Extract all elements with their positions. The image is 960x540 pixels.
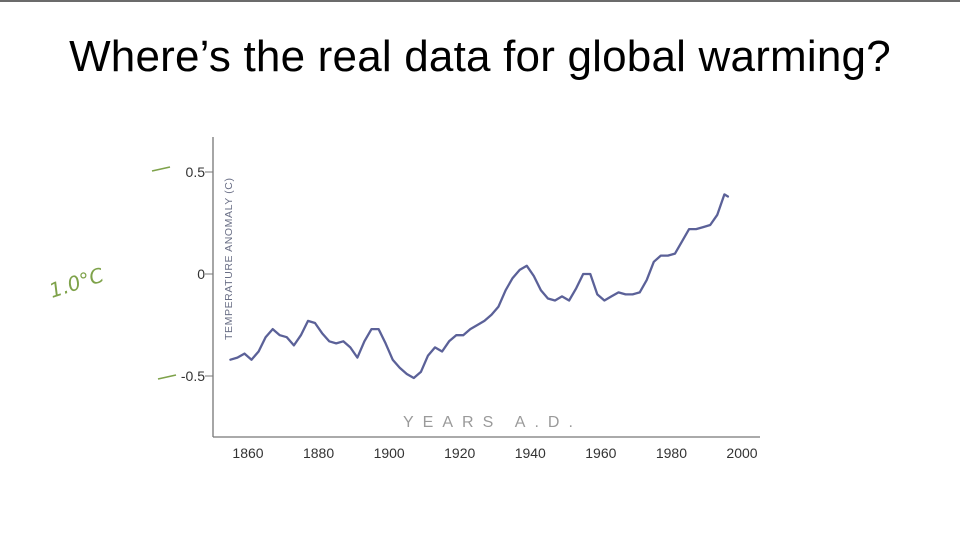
- x-tick-label-1920: 1920: [444, 445, 475, 461]
- x-tick-label-2000: 2000: [726, 445, 757, 461]
- y-tick-label-2: -0.5: [181, 368, 205, 384]
- x-tick-label-1860: 1860: [232, 445, 263, 461]
- slide-title: Where’s the real data for global warming…: [69, 32, 891, 81]
- x-tick-label-1940: 1940: [515, 445, 546, 461]
- x-tick-label-1880: 1880: [303, 445, 334, 461]
- x-tick-label-1900: 1900: [374, 445, 405, 461]
- y-tick-label-1: 0: [197, 266, 205, 282]
- y-axis-title: TEMPERATURE ANOMALY (C): [223, 177, 235, 340]
- x-tick-label-1980: 1980: [656, 445, 687, 461]
- y-tick-label-0: 0.5: [186, 164, 206, 180]
- x-axis-title: YEARS A.D.: [403, 414, 582, 431]
- series-line-temperature-anomaly: [229, 193, 730, 380]
- handwritten-annotation: 1.0°C: [46, 263, 106, 303]
- x-tick-label-1960: 1960: [585, 445, 616, 461]
- handwritten-tick-lower: [157, 374, 177, 380]
- top-rule: [0, 0, 960, 2]
- handwritten-tick-upper: [151, 166, 171, 172]
